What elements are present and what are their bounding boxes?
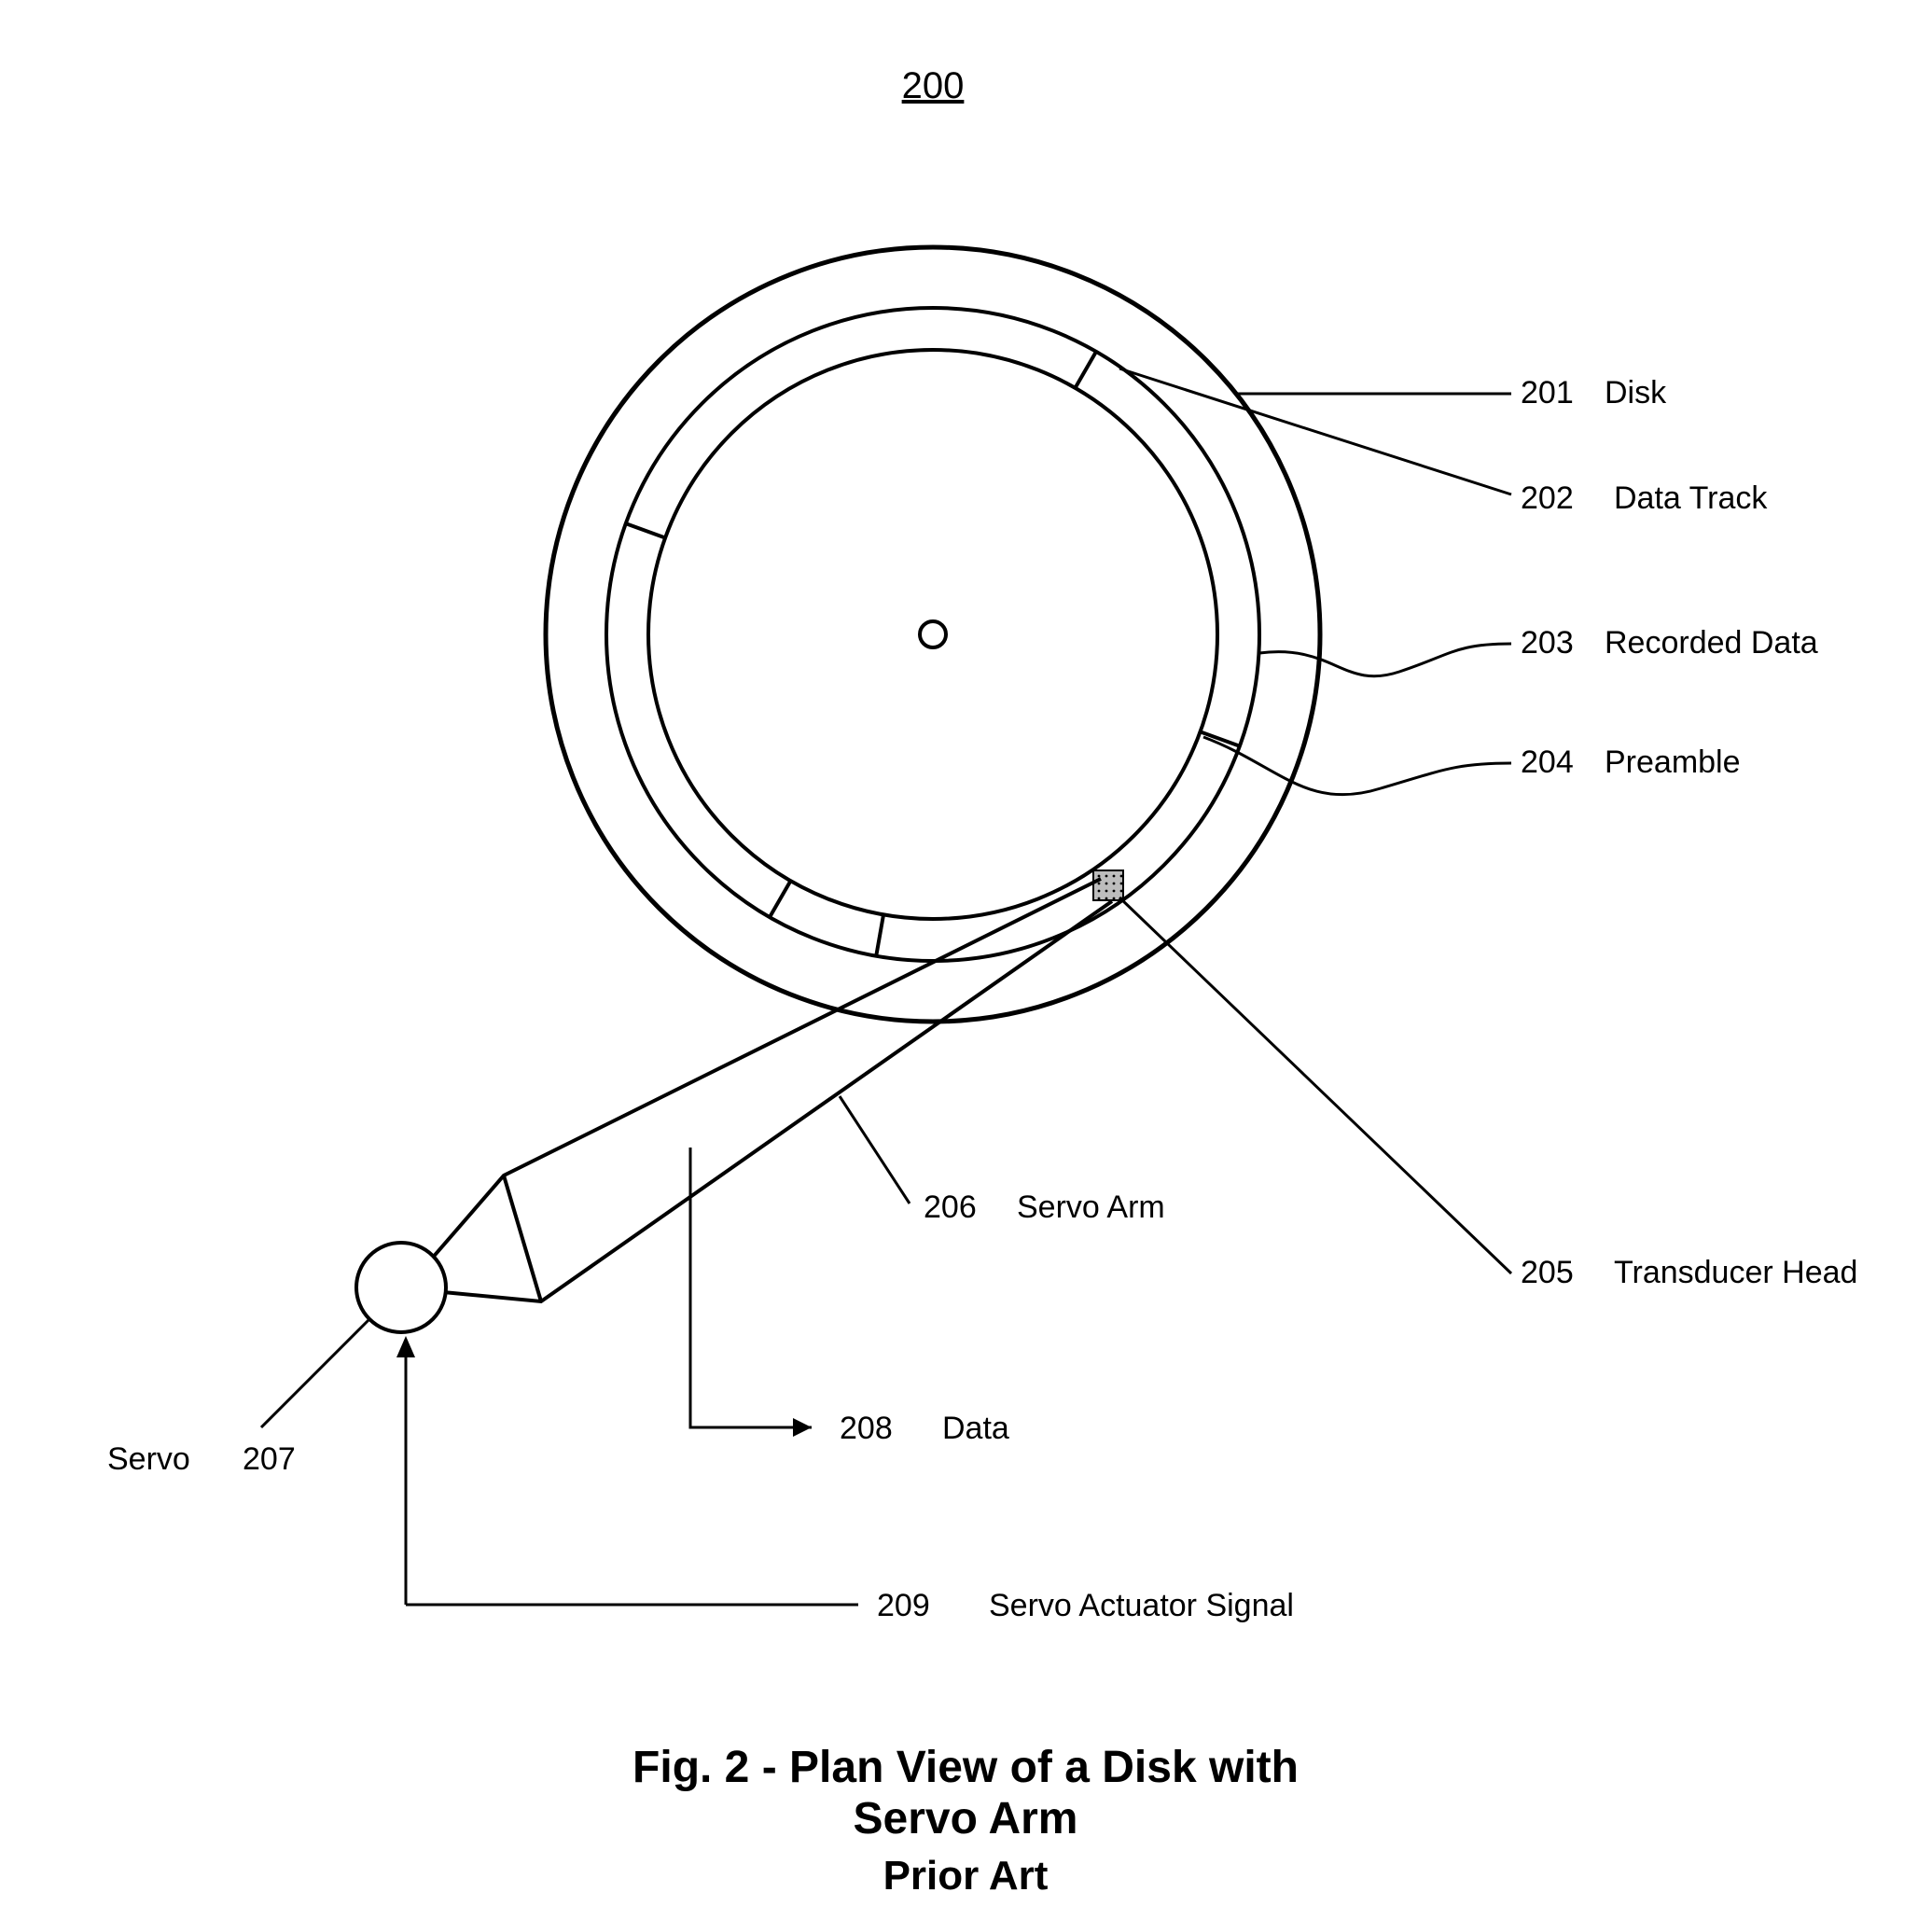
label-209-name: Servo Actuator Signal: [989, 1588, 1294, 1623]
label-204-num: 204: [1521, 744, 1574, 780]
label-203-name: Recorded Data: [1605, 625, 1818, 661]
label-208-num: 208: [840, 1411, 893, 1446]
label-208-name: Data: [942, 1411, 1009, 1446]
disk-center: [920, 621, 946, 647]
label-205-num: 205: [1521, 1255, 1574, 1290]
label-205-name: Transducer Head: [1614, 1255, 1857, 1290]
servo-pivot: [356, 1243, 446, 1332]
label-206-num: 206: [924, 1190, 977, 1225]
figure-caption-line1: Fig. 2 - Plan View of a Disk with: [632, 1743, 1299, 1792]
label-209-num: 209: [877, 1588, 930, 1623]
data-track-outer: [606, 308, 1259, 961]
servo-arm: [431, 879, 1112, 1301]
label-206-name: Servo Arm: [1017, 1190, 1165, 1225]
label-201-num: 201: [1521, 375, 1574, 410]
transducer-head: [1093, 870, 1123, 900]
label-207-num: 207: [243, 1441, 296, 1477]
label-202-num: 202: [1521, 480, 1574, 516]
label-203-num: 203: [1521, 625, 1574, 661]
disk-outer: [546, 247, 1320, 1022]
label-207-name: Servo: [107, 1441, 190, 1477]
label-202-name: Data Track: [1614, 480, 1768, 516]
label-201-name: Disk: [1605, 375, 1667, 410]
figure-caption-line3: Prior Art: [883, 1853, 1049, 1899]
disk-servo-diagram: 200: [0, 0, 1932, 1906]
preamble-ticks: [626, 352, 1240, 956]
figure-ref-number: 200: [902, 65, 965, 106]
label-204-name: Preamble: [1605, 744, 1741, 780]
data-track-inner: [648, 350, 1217, 919]
figure-caption-line2: Servo Arm: [854, 1794, 1078, 1843]
